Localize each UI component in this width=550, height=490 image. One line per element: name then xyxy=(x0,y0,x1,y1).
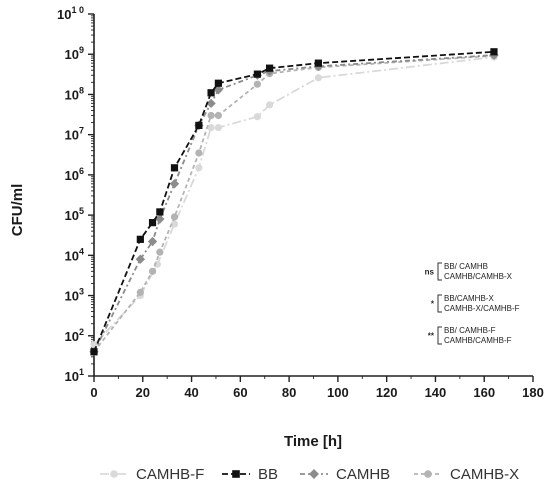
x-tick-label: 120 xyxy=(376,385,398,400)
data-point xyxy=(169,179,180,189)
data-point xyxy=(195,121,203,129)
legend-label: CAMHB-F xyxy=(136,466,204,483)
data-point xyxy=(136,288,144,296)
legend-swatch-marker xyxy=(309,469,319,479)
y-tick-label: 105 xyxy=(65,206,84,223)
y-tick-label: 109 xyxy=(65,45,84,62)
annotation-label: BB/ CAMHB xyxy=(444,262,488,271)
series-layer xyxy=(89,48,499,357)
data-point xyxy=(214,123,222,132)
legend-item-bb: BB xyxy=(222,466,278,483)
legend-item-camhb-x: CAMHB-X xyxy=(414,466,519,483)
x-tick-label: 100 xyxy=(327,385,349,400)
data-point xyxy=(253,70,262,78)
data-point xyxy=(147,236,158,247)
annotation-label: CAMHB/CAMHB-F xyxy=(444,336,512,345)
data-point xyxy=(156,208,164,216)
annotation-marker: * xyxy=(431,300,435,309)
series-line xyxy=(93,54,495,353)
x-tick-label: 140 xyxy=(425,385,447,400)
y-tick-label: 108 xyxy=(65,85,84,102)
legend-swatch-marker xyxy=(232,470,240,478)
annotation-label: CAMHB-X/CAMHB-F xyxy=(444,304,520,313)
annotation-label: BB/ CAMHB-F xyxy=(444,326,496,335)
data-point xyxy=(207,111,215,120)
data-point xyxy=(253,113,262,121)
data-point xyxy=(266,64,274,72)
annotation-label: BB/CAMHB-X xyxy=(444,294,494,303)
data-point xyxy=(155,214,165,224)
data-point xyxy=(170,213,179,221)
y-tick-label: 101 xyxy=(65,367,84,384)
series-bb xyxy=(90,48,498,356)
x-tick-label: 160 xyxy=(473,385,495,400)
data-point xyxy=(170,164,179,172)
x-tick-label: 80 xyxy=(282,385,296,400)
data-point xyxy=(314,74,322,82)
data-point xyxy=(195,149,203,157)
y-axis-title: CFU/ml xyxy=(9,184,26,237)
axes xyxy=(93,14,533,377)
x-tick-label: 40 xyxy=(184,385,198,400)
y-tick-label: 103 xyxy=(65,287,84,304)
series-camhb-f xyxy=(90,53,498,349)
data-point xyxy=(148,219,157,227)
data-point xyxy=(153,260,162,268)
annotation-bracket xyxy=(437,294,442,313)
y-axis-ticks: 101 102 103 104 105 106 107 108 109 101 0 xyxy=(57,5,94,384)
y-tick-label: 107 xyxy=(65,126,84,143)
data-point xyxy=(170,220,179,228)
annotation-label: CAMHB/CAMHB-X xyxy=(444,272,513,281)
data-point xyxy=(206,98,216,109)
data-point xyxy=(266,101,274,109)
data-point xyxy=(207,123,215,132)
legend-label: CAMHB xyxy=(336,466,390,483)
annotation-marker: ns xyxy=(425,268,435,277)
y-tick-label: 102 xyxy=(65,327,84,344)
legend-label: CAMHB-X xyxy=(450,466,519,483)
data-point xyxy=(195,164,203,172)
data-point xyxy=(314,59,322,67)
y-tick-label: 101 0 xyxy=(57,5,84,22)
data-point xyxy=(135,254,146,264)
x-axis-ticks: 0 20 40 60 80 100 120 140 160 180 xyxy=(90,376,544,400)
x-tick-label: 180 xyxy=(522,385,544,400)
annotation-bracket xyxy=(437,262,442,281)
data-point xyxy=(90,348,98,356)
y-tick-label: 106 xyxy=(65,166,84,183)
data-point xyxy=(148,267,157,275)
data-point xyxy=(214,111,222,120)
data-point xyxy=(253,80,262,88)
data-point xyxy=(136,235,144,243)
data-point xyxy=(156,248,164,256)
x-tick-label: 60 xyxy=(233,385,247,400)
legend: CAMHB-F BB CAMHB CAMHB-X xyxy=(100,466,519,483)
series-camhb-x xyxy=(90,52,498,356)
data-point xyxy=(490,48,498,56)
series-line xyxy=(93,54,495,353)
y-tick-label: 104 xyxy=(65,246,84,263)
legend-label: BB xyxy=(258,466,278,483)
x-axis-title: Time [h] xyxy=(284,433,342,450)
x-tick-label: 20 xyxy=(136,385,150,400)
legend-item-camhb-f: CAMHB-F xyxy=(100,466,204,483)
data-point xyxy=(214,79,222,87)
x-tick-label: 0 xyxy=(90,385,97,400)
legend-swatch-marker xyxy=(110,470,118,478)
annotation-bracket xyxy=(437,326,442,345)
legend-swatch-marker xyxy=(424,470,432,478)
annotation-marker: ** xyxy=(428,332,435,341)
legend-item-camhb: CAMHB xyxy=(300,466,390,483)
data-point xyxy=(207,89,215,97)
series-camhb xyxy=(89,50,499,357)
